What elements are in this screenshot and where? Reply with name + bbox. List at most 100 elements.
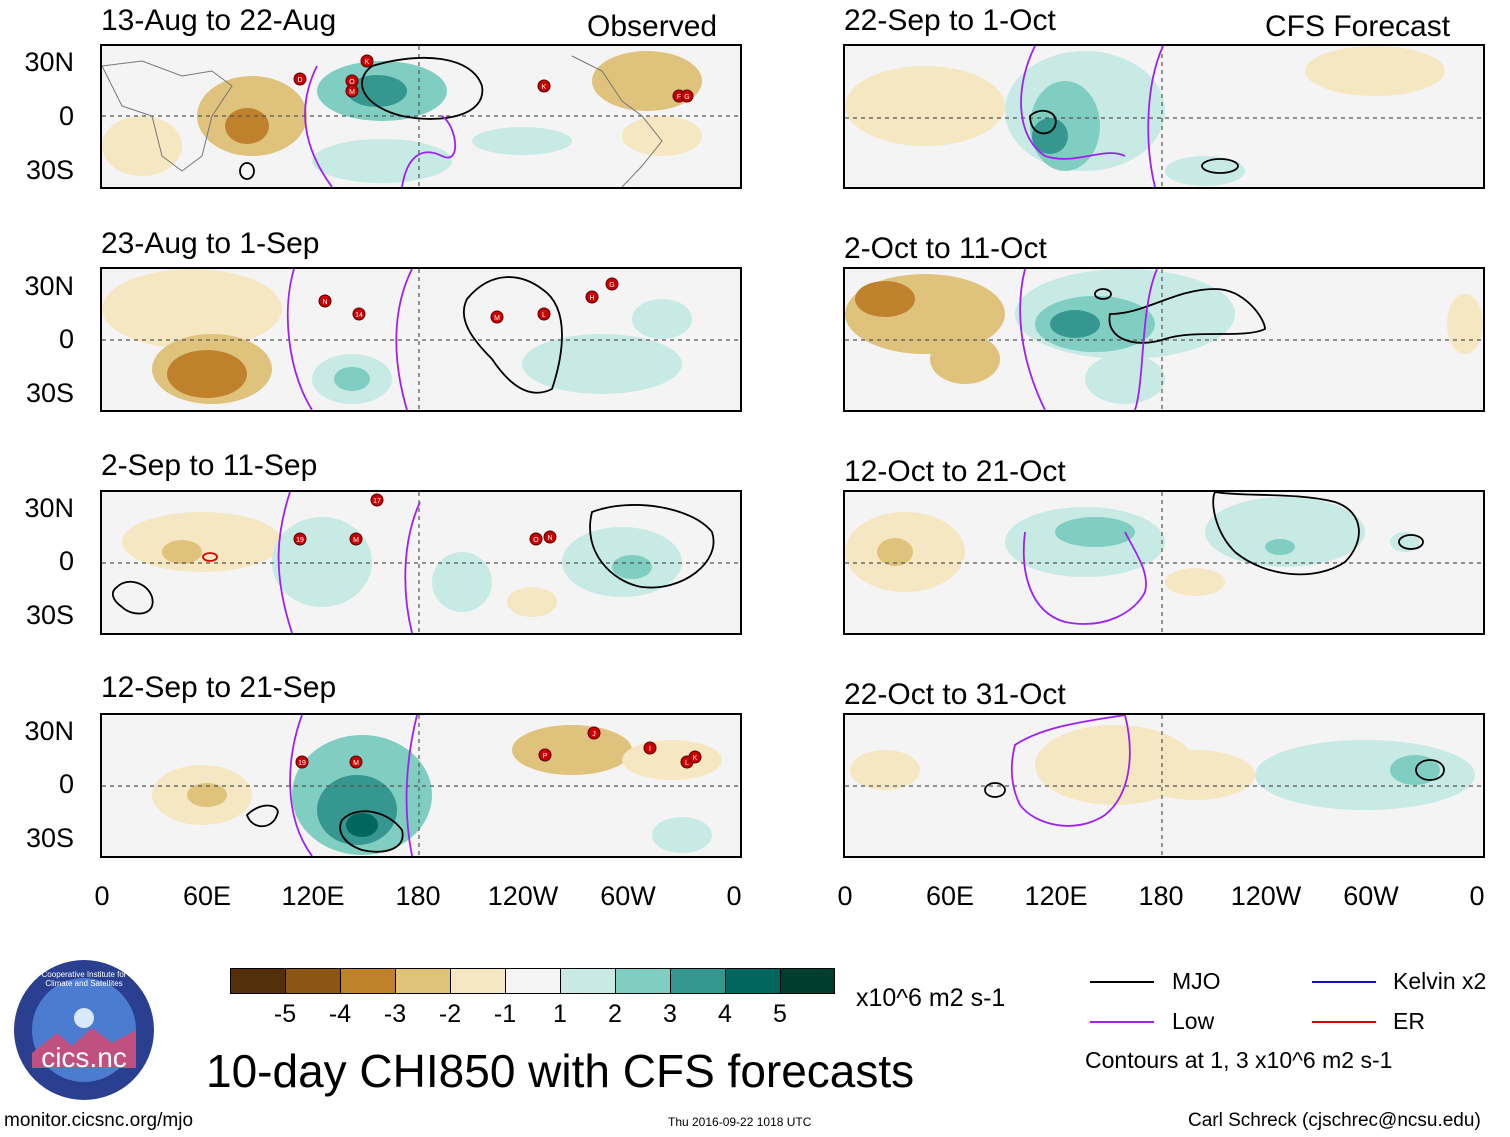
storm-marker-label: 17 [373, 498, 381, 505]
storm-marker [293, 72, 307, 86]
legend-line-er [1312, 1021, 1376, 1023]
storm-marker-label: K [693, 755, 698, 762]
colorbar-label: 5 [773, 1000, 787, 1028]
legend-label-er: ER [1393, 1008, 1425, 1034]
lon-label: 120W [1230, 881, 1302, 911]
storm-marker-label: M [353, 760, 359, 767]
colorbar-swatch [780, 968, 835, 994]
lat-label-30s: 30S [25, 600, 74, 630]
storm-marker-label: G [609, 282, 614, 289]
lat-label-30n: 30N [24, 271, 74, 301]
storm-marker-label: J [592, 731, 596, 738]
lon-label: 120W [487, 881, 559, 911]
lon-label: 60E [182, 881, 232, 911]
storm-marker [680, 89, 694, 103]
legend-label-low: Low [1172, 1008, 1215, 1034]
storm-marker-label: N [547, 535, 552, 542]
lon-label: 0 [837, 881, 853, 911]
colorbar-label: -2 [438, 1000, 462, 1028]
colorbar-label: -4 [328, 1000, 352, 1028]
map-panel-obs-4: 19 M J P I L K [100, 713, 742, 858]
map-panel-obs-2: N 14 M L H G [100, 267, 742, 412]
panel-title-fc-1: 22-Sep to 1-Oct [844, 4, 1056, 37]
lon-label: 60E [925, 881, 975, 911]
legend-line-low [1090, 1021, 1154, 1023]
map-panel-fc-2 [843, 267, 1485, 412]
map-panel-fc-3 [843, 490, 1485, 635]
lon-label: 60W [600, 881, 656, 911]
panel-title-obs-1: 13-Aug to 22-Aug [101, 4, 337, 37]
panel-title-obs-2: 23-Aug to 1-Sep [101, 227, 320, 260]
lon-label: 120E [281, 881, 345, 911]
panel-title-obs-3: 2-Sep to 11-Sep [101, 449, 318, 482]
storm-marker-label: 19 [298, 760, 306, 767]
storm-marker [293, 532, 307, 546]
colorbar-swatch [560, 968, 616, 994]
storm-marker-label: O [349, 79, 355, 86]
storm-marker [490, 310, 504, 324]
colorbar-swatch [230, 968, 286, 994]
map-panel-fc-4 [843, 713, 1485, 858]
panel-title-fc-4: 22-Oct to 31-Oct [844, 678, 1066, 711]
panel-title-fc-2: 2-Oct to 11-Oct [844, 232, 1047, 265]
storm-marker-label: I [649, 746, 651, 753]
storm-marker-label: 14 [355, 312, 363, 319]
storm-marker [349, 755, 363, 769]
lat-label-30n: 30N [24, 47, 74, 77]
storm-marker [349, 532, 363, 546]
storm-marker-label: M [349, 89, 355, 96]
colorbar-swatch [340, 968, 396, 994]
footer-url[interactable]: monitor.cicsnc.org/mjo [4, 1110, 194, 1131]
lon-label: 180 [1138, 881, 1184, 911]
colorbar-swatch [395, 968, 451, 994]
colorbar-swatch [285, 968, 341, 994]
storm-marker-label: M [494, 315, 500, 322]
lon-label: 120E [1024, 881, 1088, 911]
legend-line-kelvin [1312, 981, 1376, 983]
storm-marker-label: D [297, 77, 302, 84]
lat-label-eq: 0 [58, 769, 74, 799]
colorbar-swatch [725, 968, 781, 994]
footer-author: Carl Schreck (cjschrec@ncsu.edu) [1188, 1110, 1481, 1131]
storm-marker-label: P [543, 753, 548, 760]
lon-label: 0 [94, 881, 110, 911]
colorbar-units: x10^6 m2 s-1 [856, 984, 1006, 1012]
storm-marker [318, 294, 332, 308]
storm-marker-label: L [542, 312, 546, 319]
observed-label: Observed [587, 10, 718, 43]
storm-marker [537, 307, 551, 321]
storm-marker [543, 530, 557, 544]
storm-marker-label: M [353, 537, 359, 544]
storm-marker-label: K [365, 59, 370, 66]
storm-marker [370, 493, 384, 507]
lat-label-eq: 0 [58, 324, 74, 354]
legend-line-mjo [1090, 981, 1154, 983]
colorbar-label: 3 [663, 1000, 677, 1028]
storm-marker-label: O [533, 537, 539, 544]
storm-marker [345, 84, 359, 98]
storm-marker [587, 726, 601, 740]
colorbar-label: 1 [553, 1000, 567, 1028]
colorbar-label: -3 [383, 1000, 407, 1028]
storm-marker [529, 532, 543, 546]
footer-timestamp: Thu 2016-09-22 1018 UTC [668, 1115, 812, 1129]
storm-marker [585, 290, 599, 304]
colorbar-swatch [615, 968, 671, 994]
storm-marker [537, 79, 551, 93]
lat-label-30s: 30S [25, 155, 74, 185]
lon-label: 60W [1343, 881, 1399, 911]
logo-text: cics.nc [41, 1042, 127, 1073]
storm-marker-label: L [685, 760, 689, 767]
figure-title: 10-day CHI850 with CFS forecasts [206, 1045, 915, 1097]
storm-marker-label: G [684, 94, 689, 101]
storm-marker-label: K [542, 84, 547, 91]
storm-marker-label: 19 [296, 537, 304, 544]
colorbar-swatch [505, 968, 561, 994]
storm-marker [295, 755, 309, 769]
storm-marker [643, 741, 657, 755]
storm-marker-label: H [589, 295, 594, 302]
lat-label-30s: 30S [25, 823, 74, 853]
forecast-label: CFS Forecast [1265, 10, 1451, 43]
colorbar-label: 2 [608, 1000, 622, 1028]
